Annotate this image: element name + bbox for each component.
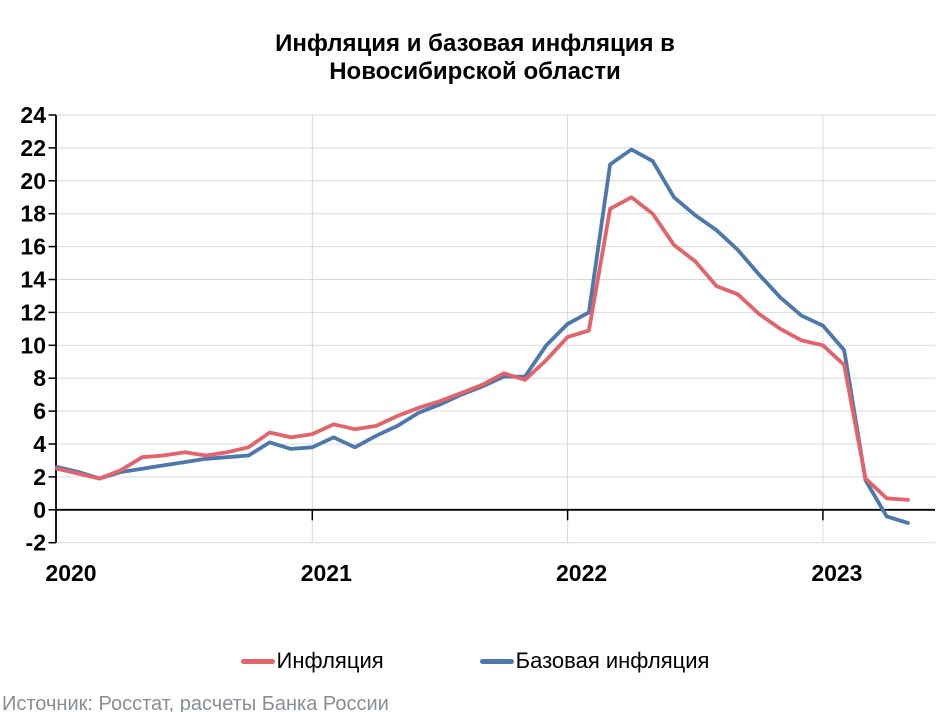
legend-label-inflation: Инфляция [276, 648, 384, 673]
y-tick-label: 14 [20, 267, 46, 293]
y-tick-label: 10 [20, 332, 46, 358]
source-note: Источник: Росстат, расчеты Банка России [2, 693, 389, 712]
x-tick-label: 2020 [45, 560, 96, 586]
y-tick-label: 6 [33, 398, 46, 424]
inflation-line-swatch [240, 658, 275, 664]
y-tick-label: 18 [20, 201, 46, 227]
x-tick-label: 2021 [301, 560, 352, 586]
x-tick-label: 2023 [811, 560, 862, 586]
y-tick-label: 4 [33, 431, 46, 457]
legend-label-core-inflation: Базовая инфляция [515, 648, 710, 673]
y-tick-label: 24 [20, 102, 46, 128]
y-tick-label: 2 [33, 464, 46, 490]
chart-title-line1: Инфляция и базовая инфляция в [275, 30, 675, 57]
y-tick-label: 22 [20, 135, 46, 161]
chart-title-line2: Новосибирской области [329, 58, 621, 85]
chart-title: Инфляция и базовая инфляция в Новосибирс… [0, 30, 950, 86]
core-inflation-line-swatch [479, 658, 514, 664]
y-tick-label: -2 [26, 530, 46, 556]
core-inflation-line [55, 147, 910, 525]
y-tick-label: 0 [33, 497, 46, 523]
legend-item-inflation: Инфляция [240, 648, 384, 674]
legend-item-core-inflation: Базовая инфляция [479, 648, 710, 674]
y-tick-label: 20 [20, 168, 46, 194]
x-tick-label: 2022 [556, 560, 607, 586]
y-tick-label: 16 [20, 234, 46, 260]
y-tick-label: 8 [33, 365, 46, 391]
inflation-line [55, 195, 910, 502]
chart-legend: Инфляция Базовая инфляция [0, 646, 950, 676]
y-tick-label: 12 [20, 299, 46, 325]
